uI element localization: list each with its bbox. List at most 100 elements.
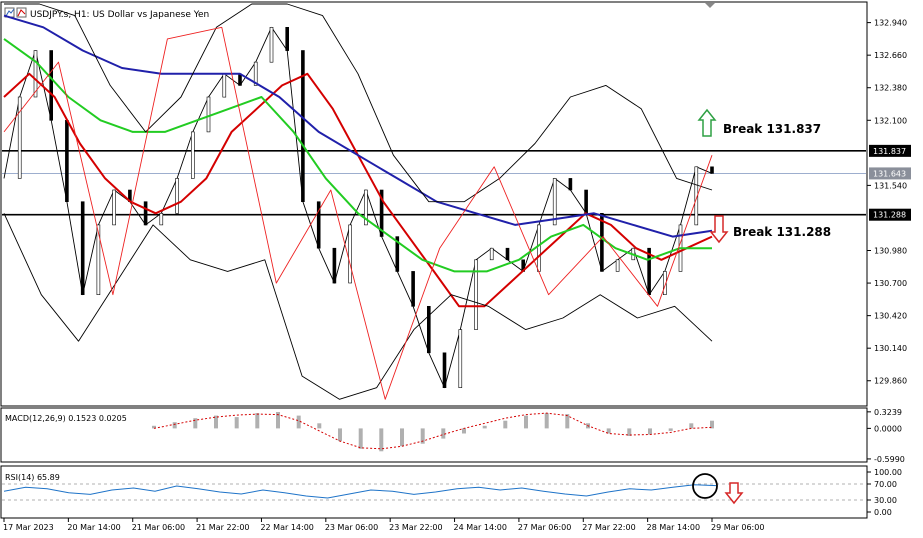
price-axis: 132.940 132.660 132.380 132.100 131.837 131.6… bbox=[867, 19, 911, 386]
break-down-label: Break 131.288 bbox=[733, 225, 831, 239]
macd-series bbox=[152, 412, 714, 452]
x-tick-label: 23 Mar 22:00 bbox=[389, 523, 442, 532]
price-series bbox=[3, 3, 714, 400]
macd-tick-label: 0.0000 bbox=[874, 424, 902, 433]
rsi-title: RSI(14) 65.89 bbox=[5, 473, 60, 482]
arrow-up-icon bbox=[697, 108, 717, 137]
symbol-icons[interactable] bbox=[4, 7, 27, 18]
chart-type-icon-glyph bbox=[17, 9, 26, 17]
x-tick-label: 27 Mar 22:00 bbox=[582, 523, 635, 532]
chart-title: USDJPY.s, H1: US Dollar vs Japanese Yen bbox=[30, 10, 209, 20]
candle bbox=[332, 247, 337, 284]
candle bbox=[568, 178, 573, 191]
candle bbox=[474, 259, 478, 330]
candle bbox=[285, 26, 290, 51]
candle bbox=[49, 50, 54, 121]
macd-panel[interactable] bbox=[0, 407, 868, 463]
rsi-axis: 100.00 70.00 30.00 0.00 bbox=[867, 468, 902, 517]
macd-axis: 0.3239 0.0000 -0.5990 bbox=[867, 408, 905, 464]
rsi-series bbox=[2, 483, 866, 501]
shift-marker-icon[interactable] bbox=[705, 3, 715, 8]
price-panel[interactable] bbox=[0, 1, 868, 407]
x-tick-label: 21 Mar 06:00 bbox=[132, 523, 185, 532]
macd-title: MACD(12,26,9) 0.1523 0.0205 bbox=[5, 414, 127, 423]
x-tick-label: 24 Mar 14:00 bbox=[454, 523, 507, 532]
break-down-annotation: Break 131.288 bbox=[709, 215, 831, 244]
candle bbox=[253, 61, 258, 86]
candle bbox=[647, 247, 651, 295]
candle bbox=[175, 178, 179, 214]
break-up-label: Break 131.837 bbox=[723, 122, 821, 136]
price-tag-bg bbox=[869, 208, 911, 221]
price-tag-bg bbox=[869, 167, 911, 180]
y-tick-label: 130.140 bbox=[874, 344, 907, 353]
series-ma-mid bbox=[3, 38, 712, 273]
candle bbox=[80, 201, 85, 295]
candle bbox=[395, 236, 400, 272]
rsi-tick-label: 0.00 bbox=[874, 508, 892, 517]
candle bbox=[552, 178, 557, 226]
x-tick-label: 20 Mar 14:00 bbox=[67, 523, 120, 532]
y-tick-label: 132.100 bbox=[874, 116, 907, 125]
x-tick-label: 22 Mar 14:00 bbox=[260, 523, 313, 532]
candle bbox=[222, 73, 227, 98]
x-tick-label: 17 Mar 2023 bbox=[3, 523, 54, 532]
rsi-tick-label: 70.00 bbox=[874, 480, 897, 489]
candle bbox=[316, 201, 321, 249]
candle bbox=[426, 305, 431, 354]
series-zigzag bbox=[3, 26, 713, 400]
y-tick-label: 132.660 bbox=[874, 51, 907, 60]
x-tick-label: 28 Mar 14:00 bbox=[647, 523, 700, 532]
candle bbox=[159, 213, 164, 226]
chart-menu-icon-glyph bbox=[5, 8, 15, 17]
candle bbox=[191, 131, 195, 179]
y-tick-label: 130.700 bbox=[874, 279, 907, 288]
candle bbox=[505, 247, 510, 261]
series-bollinger-upper bbox=[4, 3, 713, 203]
price-tag: 131.643 bbox=[873, 169, 906, 178]
candle bbox=[143, 201, 148, 226]
candle bbox=[584, 189, 588, 214]
candle bbox=[269, 26, 274, 63]
price-tag-bg bbox=[869, 144, 911, 157]
candle bbox=[301, 50, 305, 202]
candle bbox=[411, 271, 415, 307]
y-tick-label: 131.540 bbox=[874, 181, 907, 190]
candle bbox=[458, 329, 463, 389]
candle bbox=[33, 50, 38, 98]
macd-signal-line bbox=[153, 412, 713, 450]
x-tick-label: 23 Mar 06:00 bbox=[325, 523, 378, 532]
series-close-approx bbox=[3, 26, 713, 389]
rsi-arrow-down-icon bbox=[724, 482, 744, 505]
y-tick-label: 130.980 bbox=[874, 247, 907, 256]
x-tick-label: 27 Mar 06:00 bbox=[518, 523, 571, 532]
y-tick-label: 130.420 bbox=[874, 312, 907, 321]
rsi-line bbox=[3, 484, 717, 499]
chart-type-icon[interactable] bbox=[16, 7, 27, 18]
candle bbox=[537, 224, 541, 272]
candle bbox=[65, 120, 69, 203]
macd-tick-label: 0.3239 bbox=[874, 408, 902, 417]
candle bbox=[600, 213, 604, 272]
candle bbox=[442, 352, 447, 388]
break-up-annotation: Break 131.837 bbox=[697, 108, 821, 137]
rsi-highlight-circle bbox=[692, 473, 718, 499]
y-tick-label: 132.380 bbox=[874, 84, 907, 93]
time-axis: 17 Mar 2023 20 Mar 14:00 21 Mar 06:00 21 Ma… bbox=[3, 518, 764, 532]
x-tick-label: 29 Mar 06:00 bbox=[711, 523, 764, 532]
y-tick-label: 132.940 bbox=[874, 19, 907, 28]
price-tag: 131.837 bbox=[873, 147, 906, 156]
candle bbox=[112, 189, 116, 226]
candle bbox=[96, 224, 101, 295]
macd-tick-label: -0.5990 bbox=[874, 455, 905, 464]
candle bbox=[364, 189, 368, 226]
candle bbox=[17, 96, 22, 179]
candle bbox=[379, 189, 384, 237]
candle bbox=[348, 224, 352, 284]
arrow-down-icon bbox=[709, 215, 729, 244]
series-bollinger-lower bbox=[3, 213, 713, 400]
candle bbox=[489, 247, 494, 261]
series-ma-slow bbox=[3, 14, 713, 238]
candle bbox=[615, 259, 620, 272]
